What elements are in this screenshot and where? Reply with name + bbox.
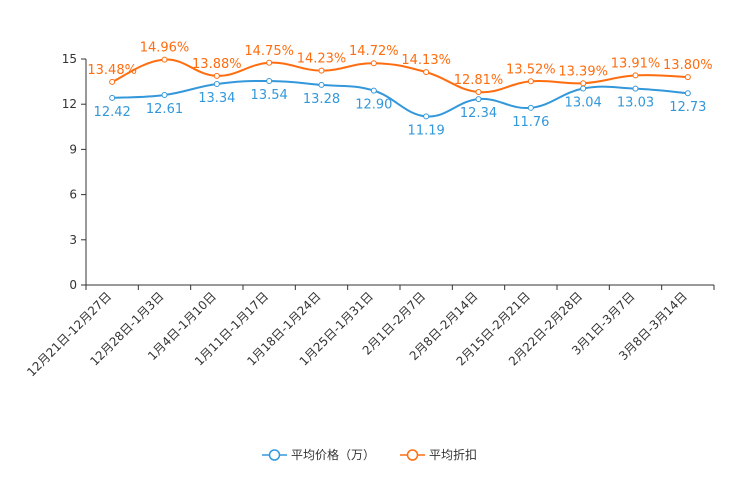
data-point xyxy=(109,78,116,85)
y-tick-label: 9 xyxy=(69,142,77,156)
data-point xyxy=(370,60,377,67)
y-tick-label: 12 xyxy=(62,97,77,111)
legend-label: 平均价格（万） xyxy=(291,447,375,462)
legend-circle-icon xyxy=(406,449,419,461)
data-point xyxy=(213,81,220,88)
data-label: 14.96% xyxy=(140,41,190,56)
data-point xyxy=(475,88,482,95)
data-point xyxy=(213,72,220,79)
legend-item-1[interactable]: 平均折扣 xyxy=(400,447,477,462)
data-label: 14.23% xyxy=(297,52,347,67)
data-point xyxy=(580,85,587,92)
data-point xyxy=(266,59,273,66)
data-label: 13.54 xyxy=(251,88,288,103)
data-label: 12.34 xyxy=(460,106,497,121)
data-label: 13.04 xyxy=(565,96,602,111)
data-point xyxy=(161,92,168,99)
data-point xyxy=(318,81,325,88)
data-point xyxy=(632,85,639,92)
data-label: 13.34 xyxy=(198,91,235,106)
legend-item-0[interactable]: 平均价格（万） xyxy=(262,447,375,462)
data-point xyxy=(423,113,430,120)
data-point xyxy=(527,104,534,111)
data-point xyxy=(684,90,691,97)
data-label: 13.39% xyxy=(558,64,608,79)
data-point xyxy=(580,80,587,87)
data-label: 12.73 xyxy=(669,100,706,115)
data-point xyxy=(109,94,116,101)
data-point xyxy=(475,96,482,103)
data-point xyxy=(527,78,534,85)
data-label: 11.76 xyxy=(512,115,549,130)
data-label: 13.88% xyxy=(192,57,242,72)
data-label: 13.28 xyxy=(303,92,340,107)
data-label: 12.42 xyxy=(94,105,131,120)
data-label: 14.13% xyxy=(401,53,451,68)
series-line-1 xyxy=(111,58,688,94)
y-tick-label: 15 xyxy=(62,52,77,66)
data-point xyxy=(423,69,430,76)
data-point xyxy=(370,87,377,94)
data-label: 12.90 xyxy=(355,98,392,113)
data-label: 13.48% xyxy=(87,63,137,78)
series-line-0 xyxy=(112,79,688,118)
data-label: 14.72% xyxy=(349,44,399,59)
y-tick-label: 3 xyxy=(69,233,77,247)
data-label: 13.52% xyxy=(506,62,556,77)
data-label: 13.03 xyxy=(617,96,654,111)
data-point xyxy=(161,56,168,63)
legend-circle-icon xyxy=(268,449,281,461)
legend-label: 平均折扣 xyxy=(429,447,477,462)
data-point xyxy=(266,77,273,84)
data-point xyxy=(632,72,639,79)
data-label: 13.91% xyxy=(611,56,661,71)
data-label: 12.61 xyxy=(146,102,183,117)
y-tick-label: 6 xyxy=(69,188,77,202)
y-tick-label: 0 xyxy=(69,278,77,292)
data-point xyxy=(684,74,691,81)
data-label: 11.19 xyxy=(408,123,445,138)
data-label: 13.80% xyxy=(663,58,713,73)
data-label: 12.81% xyxy=(454,73,504,88)
x-tick-label: 12月21日-12月27日 xyxy=(24,289,114,379)
data-label: 14.75% xyxy=(244,44,294,59)
data-point xyxy=(318,67,325,74)
